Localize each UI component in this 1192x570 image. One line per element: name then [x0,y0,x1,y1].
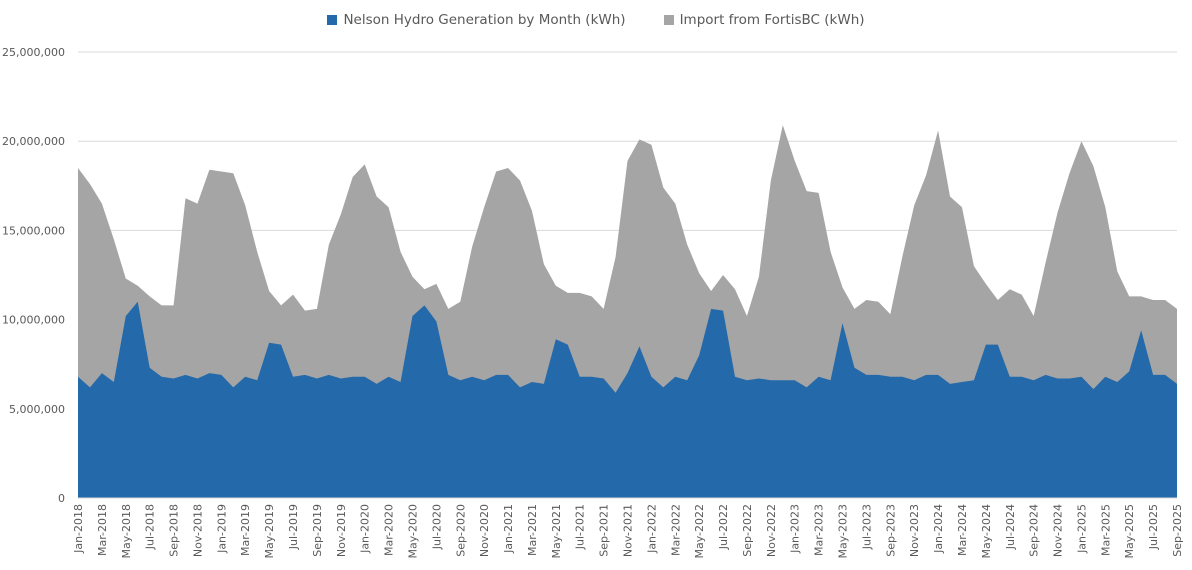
x-tick-label: Jan-2018 [72,504,85,554]
x-tick-label: Jan-2022 [645,504,658,554]
legend-label-import: Import from FortisBC (kWh) [679,12,865,28]
y-tick-label: 20,000,000 [2,135,65,148]
x-tick-label: Jul-2023 [860,504,873,550]
legend-label-hydro: Nelson Hydro Generation by Month (kWh) [343,12,626,28]
legend-item-hydro: Nelson Hydro Generation by Month (kWh) [327,12,626,28]
x-tick-label: Jan-2020 [359,504,372,554]
x-tick-label: Sep-2024 [1028,504,1041,557]
x-tick-label: Sep-2019 [311,504,324,557]
x-tick-label: Mar-2025 [1099,504,1112,556]
y-tick-label: 10,000,000 [2,314,65,327]
x-tick-label: Jul-2024 [1004,504,1017,550]
legend-swatch-hydro [327,15,338,25]
x-tick-label: May-2021 [550,504,563,559]
x-tick-label: Nov-2023 [908,504,921,557]
x-tick-label: Jul-2018 [144,504,157,550]
x-tick-label: Jul-2020 [430,504,443,550]
x-tick-label: Jan-2025 [1075,504,1088,554]
x-tick-label: Jan-2023 [789,504,802,554]
x-tick-label: Jan-2021 [502,504,515,554]
x-tick-label: May-2025 [1123,504,1136,559]
x-tick-label: Nov-2018 [191,504,204,557]
x-tick-label: Mar-2024 [956,504,969,556]
x-tick-label: Sep-2020 [454,504,467,557]
y-tick-label: 5,000,000 [9,403,65,416]
x-tick-label: Sep-2025 [1171,504,1184,557]
x-tick-label: Jul-2025 [1147,504,1160,550]
legend-swatch-import [663,15,674,25]
x-tick-label: Nov-2021 [622,504,635,557]
x-tick-label: Mar-2019 [239,504,252,556]
x-tick-label: Mar-2020 [383,504,396,556]
series-area-hydro [78,301,1177,498]
x-tick-label: Jul-2022 [717,504,730,550]
x-tick-label: Sep-2022 [741,504,754,557]
x-tick-label: May-2023 [837,504,850,559]
x-tick-label: Jan-2024 [932,504,945,554]
y-tick-label: 0 [58,492,65,505]
x-tick-label: Mar-2022 [669,504,682,556]
x-tick-label: May-2018 [120,504,133,559]
x-tick-label: May-2020 [406,504,419,559]
x-tick-label: Mar-2023 [813,504,826,556]
x-tick-label: Sep-2018 [168,504,181,557]
x-tick-label: Nov-2022 [765,504,778,557]
x-tick-label: May-2019 [263,504,276,559]
x-tick-label: May-2022 [693,504,706,559]
legend-item-import: Import from FortisBC (kWh) [663,12,865,28]
x-tick-label: Sep-2023 [884,504,897,557]
x-tick-label: Jan-2019 [215,504,228,554]
x-tick-label: Nov-2024 [1052,504,1065,557]
x-tick-label: May-2024 [980,504,993,559]
y-tick-label: 25,000,000 [2,46,65,59]
x-tick-label: Jul-2021 [574,504,587,550]
x-tick-label: Nov-2020 [478,504,491,557]
legend: Nelson Hydro Generation by Month (kWh) I… [0,12,1192,28]
x-tick-label: Nov-2019 [335,504,348,557]
x-tick-label: Mar-2021 [526,504,539,556]
x-tick-label: Jul-2019 [287,504,300,550]
y-tick-label: 15,000,000 [2,224,65,237]
x-tick-label: Mar-2018 [96,504,109,556]
x-tick-label: Sep-2021 [598,504,611,557]
